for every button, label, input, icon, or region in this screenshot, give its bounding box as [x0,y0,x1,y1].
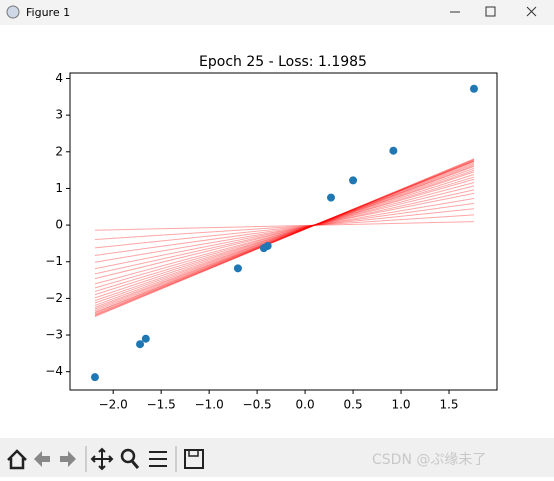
fit-line [94,185,475,280]
x-tick-label: 0.0 [296,398,315,412]
fit-line [94,171,475,299]
fit-line [94,165,475,308]
x-tick-label: −0.5 [243,398,272,412]
fit-line [94,169,475,302]
chart-title: Epoch 25 - Loss: 1.1985 [199,54,367,70]
x-tick-label: −1.0 [195,398,224,412]
maximize-button[interactable] [485,6,496,17]
app-icon [6,5,20,19]
data-point [469,84,478,93]
pan-button[interactable] [90,447,114,471]
y-tick-label: −3 [45,328,63,342]
fit-line [94,165,475,306]
x-tick-label: −2.0 [99,398,128,412]
fit-line [94,160,475,315]
close-button[interactable] [526,6,537,17]
fit-line [94,192,475,270]
data-point [326,193,335,202]
fit-line [94,214,475,240]
zoom-handle [130,460,140,469]
fit-line [94,163,475,310]
fit-line [94,162,475,312]
home-button[interactable] [7,449,27,470]
data-point [233,264,242,273]
data-point [349,176,358,185]
fit-line [94,158,475,318]
toolbar-icons [7,446,204,472]
fit-line [94,161,475,313]
data-point [263,241,272,250]
fit-line [94,160,475,314]
data-point [141,334,150,343]
fit-line [94,182,475,285]
x-tick-label: −1.5 [147,398,176,412]
fit-line [94,202,475,256]
save-icon-part [188,449,199,457]
fit-line [94,178,475,289]
fit-line [94,221,474,231]
y-tick-label: 2 [55,144,63,158]
fit-line [94,208,475,249]
back-button[interactable] [34,451,50,467]
y-tick-label: 0 [55,218,63,232]
data-point [90,373,99,382]
data-point [389,146,398,155]
x-tick-label: 0.5 [344,398,363,412]
x-tick-label: 1.0 [391,398,410,412]
forward-button[interactable] [60,451,76,467]
y-tick-label: −2 [45,291,63,305]
zoom-button[interactable] [120,448,136,464]
title-bar [0,0,554,25]
y-tick-label: 3 [55,108,63,122]
y-tick-label: 4 [55,71,63,85]
y-tick-label: 1 [55,181,63,195]
plot: −2.0 −1.5 −1.0 −0.5 0.0 0.5 1.0 1.5 −4 −3 −2 −1 0 1 2 3… [45,71,478,412]
fit-line [94,167,475,304]
watermark: CSDN @ぷ缘未了 [372,452,486,468]
fit-line [94,174,475,296]
fit-line [94,198,475,263]
x-tick-label: 1.5 [439,398,458,412]
data-point [136,340,145,349]
fit-line [94,189,475,275]
y-tick-label: −4 [45,364,63,378]
window-title: Figure 1 [26,6,70,19]
fit-line [94,176,475,292]
fit-line [94,158,475,317]
configure-button[interactable] [149,451,167,467]
fit-line [94,159,475,316]
axes-frame [69,72,498,391]
y-tick-label: −1 [45,254,63,268]
